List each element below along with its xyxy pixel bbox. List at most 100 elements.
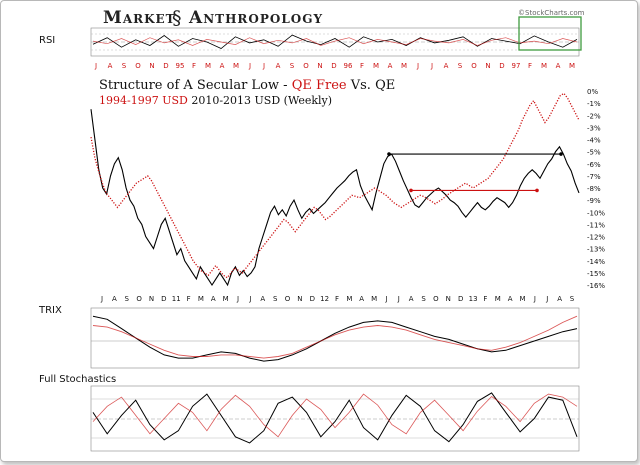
title-part-1: Structure of A Secular Low - <box>99 78 292 93</box>
stoch-panel-frame <box>90 385 580 452</box>
x-top-label: J <box>248 62 251 70</box>
y-tick-label: -15% <box>587 270 605 278</box>
watermark: ©StockCharts.com <box>518 9 585 17</box>
x-bottom-label: S <box>124 295 129 303</box>
x-top-label: 96 <box>344 62 353 70</box>
x-top-label: M <box>541 62 547 70</box>
y-tick-label: -3% <box>587 124 601 132</box>
brand-logo-icon: § <box>172 7 182 29</box>
x-bottom-label: A <box>409 295 414 303</box>
x-top-label: 95 <box>176 62 185 70</box>
x-top-label: J <box>94 62 97 70</box>
x-bottom-label: M <box>198 295 204 303</box>
x-bottom-label: N <box>297 295 302 303</box>
x-bottom-label: D <box>161 295 166 303</box>
x-bottom-label: A <box>211 295 216 303</box>
y-tick-label: -9% <box>587 197 601 205</box>
x-top-label: O <box>471 62 477 70</box>
support-right-dot <box>535 188 539 193</box>
x-bottom-label: S <box>421 295 426 303</box>
x-top-label: A <box>108 62 113 70</box>
x-top-label: N <box>317 62 322 70</box>
x-bottom-label: A <box>359 295 364 303</box>
x-top-label: S <box>458 62 463 70</box>
x-top-label: M <box>205 62 211 70</box>
x-bottom-label: J <box>533 295 536 303</box>
x-bottom-label: S <box>570 295 575 303</box>
x-bottom-label: A <box>112 295 117 303</box>
chart-title: Structure of A Secular Low - QE Free Vs.… <box>99 78 395 93</box>
y-tick-label: -16% <box>587 282 605 290</box>
x-bottom-label: M <box>371 295 377 303</box>
x-bottom-label: F <box>187 295 191 303</box>
x-top-label: D <box>499 62 504 70</box>
x-bottom-label: J <box>384 295 387 303</box>
x-bottom-label: S <box>273 295 278 303</box>
y-tick-label: -4% <box>587 137 601 145</box>
x-top-label: A <box>276 62 281 70</box>
y-tick-label: -13% <box>587 246 605 254</box>
y-tick-label: -5% <box>587 149 601 157</box>
x-top-label: A <box>556 62 561 70</box>
x-bottom-label: O <box>433 295 439 303</box>
x-bottom-label: F <box>483 295 487 303</box>
x-bottom-label: A <box>508 295 513 303</box>
x-top-label: J <box>430 62 433 70</box>
trix-panel-frame <box>90 307 580 369</box>
x-bottom-label: A <box>557 295 562 303</box>
x-top-label: D <box>331 62 336 70</box>
x-top-label: N <box>149 62 154 70</box>
x-bottom-label: J <box>248 295 251 303</box>
x-bottom-label: D <box>458 295 463 303</box>
trix-label: TRIX <box>38 305 62 316</box>
x-top-label: A <box>388 62 393 70</box>
subtitle-black: 2010-2013 USD (Weekly) <box>188 94 332 107</box>
x-bottom-label: M <box>346 295 352 303</box>
x-top-label: S <box>290 62 295 70</box>
x-top-label: D <box>163 62 168 70</box>
title-qe-free: QE Free <box>292 78 347 93</box>
x-bottom-label: O <box>136 295 142 303</box>
x-bottom-label: M <box>495 295 501 303</box>
title-mid: Vs. <box>347 78 375 93</box>
rsi-highlight-box <box>518 16 582 51</box>
x-top-label: J <box>262 62 265 70</box>
x-bottom-label: 12 <box>320 295 329 303</box>
x-top-label: M <box>401 62 407 70</box>
y-tick-label: 0% <box>587 88 598 96</box>
y-tick-label: -12% <box>587 234 605 242</box>
x-top-label: A <box>444 62 449 70</box>
brand-title: Market <box>103 8 176 28</box>
y-tick-label: -2% <box>587 112 601 120</box>
x-top-label: S <box>122 62 127 70</box>
rsi-label: RSI <box>39 35 55 46</box>
subtitle-red: 1994-1997 USD <box>99 94 188 107</box>
x-top-label: N <box>485 62 490 70</box>
x-top-label: M <box>569 62 575 70</box>
x-bottom-label: 13 <box>469 295 478 303</box>
resistance-left-dot <box>387 152 391 156</box>
resistance-right-dot <box>559 152 563 156</box>
x-bottom-label: N <box>149 295 154 303</box>
x-bottom-label: J <box>545 295 548 303</box>
y-tick-label: -8% <box>587 185 601 193</box>
x-top-label: F <box>360 62 364 70</box>
stoch-label: Full Stochastics <box>39 374 116 385</box>
support-left-dot <box>409 188 413 193</box>
y-tick-label: -1% <box>587 100 601 108</box>
x-bottom-label: J <box>397 295 400 303</box>
y-tick-label: -11% <box>587 221 605 229</box>
x-bottom-label: N <box>446 295 451 303</box>
trix-line-qe-free <box>92 315 578 359</box>
x-bottom-label: J <box>100 295 103 303</box>
series-line-qe <box>90 109 580 287</box>
x-bottom-label: M <box>223 295 229 303</box>
x-top-label: M <box>373 62 379 70</box>
y-tick-label: -14% <box>587 258 605 266</box>
x-bottom-label: F <box>335 295 339 303</box>
x-bottom-label: A <box>260 295 265 303</box>
y-tick-label: -6% <box>587 161 601 169</box>
x-top-label: F <box>528 62 532 70</box>
